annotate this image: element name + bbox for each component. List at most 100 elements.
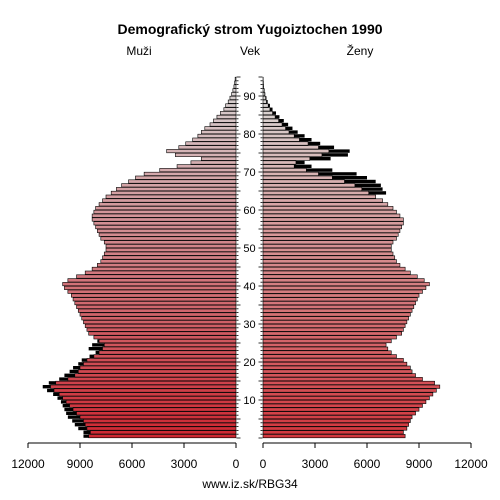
male-bar [216,114,237,119]
male-bar [86,327,237,332]
male-excess-bar [53,392,60,396]
male-excess-bar [47,388,54,393]
male-excess-bar [92,343,105,347]
male-bar [176,164,237,169]
female-bar [262,225,402,230]
female-excess-bar [265,96,267,100]
female-bar [262,289,423,294]
female-excess-bar [306,168,333,172]
female-bar [262,411,416,416]
male-excess-bar [57,396,63,400]
male-excess-bar [48,381,56,385]
female-excess-bar [285,126,293,130]
male-bar [201,130,237,135]
male-bar [231,92,237,97]
female-bar [262,194,376,199]
male-bar [93,354,237,359]
male-bar [178,145,237,150]
female-bar [262,141,309,146]
x-tick-label: 3000 [171,457,198,471]
female-bar [262,418,411,423]
female-bar [262,434,406,439]
male-excess-bar [72,419,84,423]
female-bar [262,251,394,256]
male-bar [98,202,237,207]
female-bar [262,114,276,119]
male-bar [98,350,237,355]
female-bar [262,137,300,142]
female-bar [262,270,411,275]
female-bar [262,407,420,412]
female-excess-bar [318,145,335,149]
female-bar [262,388,437,393]
female-bar [262,350,392,355]
male-excess-bar [59,377,68,381]
male-excess-bar [78,362,84,366]
male-bar [227,99,237,104]
male-bar [69,403,237,408]
female-bar [262,426,408,431]
female-excess-bar [308,141,321,146]
male-bar [102,346,237,351]
male-bar [232,88,237,93]
male-bar [72,407,237,412]
male-bar [105,247,237,252]
male-bar [192,137,237,142]
male-bar [209,122,237,127]
female-bar [262,88,265,93]
female-bar [262,244,392,249]
male-bar [67,377,237,382]
age-tick-label: 90 [243,91,255,103]
x-tick-label: 9000 [67,457,94,471]
male-bar [190,160,237,165]
female-bar [262,217,404,222]
female-bar [262,422,409,427]
male-bar [77,308,237,313]
male-bar [84,270,237,275]
female-bar [262,209,397,214]
male-bar [58,392,237,397]
female-bar [262,126,286,131]
x-tick-label: 0 [260,457,267,471]
male-bar [102,198,237,203]
age-label: Vek [240,44,261,58]
female-excess-bar [294,164,312,168]
female-bar [262,316,409,321]
female-excess-bar [318,172,357,176]
male-bar [74,301,237,306]
male-bar [128,179,237,184]
female-bar [262,297,418,302]
female-bar [262,99,267,104]
male-bar [159,168,237,173]
female-bar [262,331,402,336]
age-tick-label: 30 [243,319,255,331]
female-excess-bar [268,103,270,108]
male-bar [143,171,237,176]
female-excess-bar [328,149,350,153]
female-bar [262,312,411,317]
male-bar [67,289,237,294]
female-bar [262,213,401,218]
male-bar [53,388,237,393]
male-excess-bar [60,400,67,404]
male-bar [88,434,237,439]
female-bar [262,339,392,344]
male-bar [79,312,237,317]
male-bar [50,384,237,389]
male-bars [42,76,237,439]
male-bar [175,152,237,157]
female-bar [262,198,383,203]
female-excess-bar [309,157,331,161]
x-tick-label: 3000 [302,457,329,471]
male-excess-bar [73,366,80,370]
age-tick-label: 80 [243,129,255,141]
female-bar [262,221,404,226]
female-bars [262,76,441,439]
female-bar [262,308,413,313]
female-bar [262,236,397,241]
female-bar [262,323,406,328]
male-bar [166,149,237,154]
female-bar [262,392,434,397]
female-bar [262,164,295,169]
female-excess-bar [282,122,289,127]
